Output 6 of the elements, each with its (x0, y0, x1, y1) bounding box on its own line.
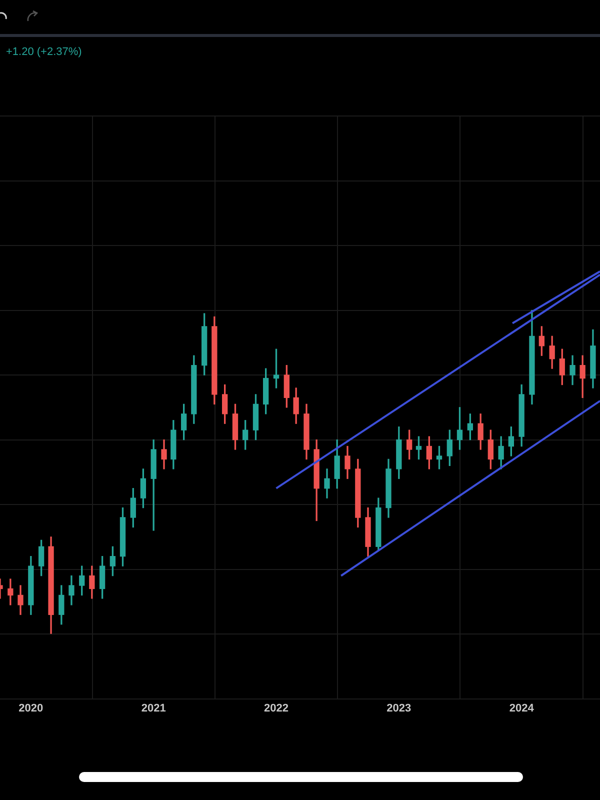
text: +1.20 (+2.37%) (6, 46, 82, 58)
x-tick-label: 2024 (509, 702, 535, 714)
x-tick-label: 2023 (386, 702, 412, 714)
x-tick-label: 2021 (141, 702, 166, 714)
x-tick-label: 2022 (264, 702, 288, 714)
x-tick-label: 2020 (18, 702, 44, 714)
